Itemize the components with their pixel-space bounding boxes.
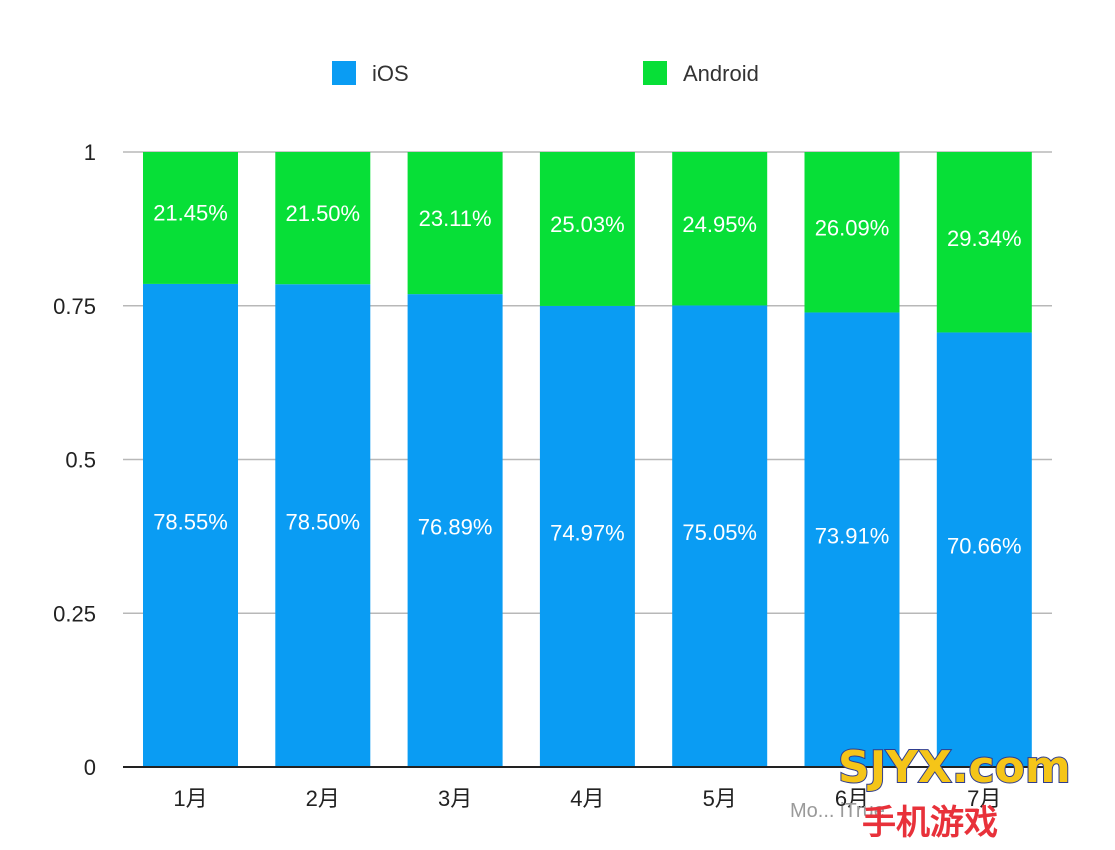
legend-label-android: Android bbox=[683, 61, 759, 86]
data-label-ios: 70.66% bbox=[947, 534, 1022, 559]
data-label-android: 25.03% bbox=[550, 212, 625, 237]
watermark-logo-top: SJYX.com bbox=[838, 742, 1071, 793]
legend-swatch-android bbox=[643, 61, 667, 85]
bar-ios-1 bbox=[143, 283, 238, 767]
bar-ios-6 bbox=[804, 312, 900, 767]
x-tick-label: 1月 bbox=[173, 786, 207, 811]
data-label-ios: 75.05% bbox=[682, 520, 757, 545]
x-tick-label: 7月 bbox=[967, 786, 1001, 811]
bar-ios-3 bbox=[407, 294, 503, 767]
y-tick-label: 0.75 bbox=[53, 294, 96, 319]
x-tick-label: 6月 bbox=[835, 786, 869, 811]
data-label-ios: 76.89% bbox=[418, 515, 493, 540]
x-tick-label: 3月 bbox=[438, 786, 472, 811]
bar-android-1 bbox=[143, 152, 238, 284]
bar-android-6 bbox=[804, 152, 900, 313]
bar-android-4 bbox=[539, 152, 635, 306]
y-tick-label: 0.25 bbox=[53, 601, 96, 626]
data-label-android: 24.95% bbox=[682, 212, 757, 237]
data-label-android: 21.45% bbox=[153, 201, 228, 226]
y-tick-label: 1 bbox=[84, 140, 96, 165]
y-tick-label: 0.5 bbox=[65, 448, 96, 473]
axes: 0 0.25 0.5 0.75 1 1月 2月 3月 4月 5月 6月 7月 bbox=[53, 140, 1052, 811]
data-labels: 78.55% 21.45% 78.50% 21.50% 76.89% 23.11% 74.9… bbox=[153, 201, 1021, 559]
legend-swatch-ios bbox=[332, 61, 356, 85]
x-tick-label: 5月 bbox=[703, 786, 737, 811]
bar-ios-7 bbox=[936, 332, 1032, 767]
x-tick-label: 2月 bbox=[306, 786, 340, 811]
bar-android-5 bbox=[672, 152, 768, 306]
bars bbox=[143, 152, 1032, 767]
data-label-ios: 78.55% bbox=[153, 509, 228, 534]
data-label-android: 23.11% bbox=[419, 206, 492, 231]
bar-ios-2 bbox=[275, 284, 371, 767]
bar-ios-5 bbox=[672, 305, 768, 767]
data-label-ios: 73.91% bbox=[815, 524, 890, 549]
data-label-ios: 78.50% bbox=[285, 510, 360, 535]
bar-android-7 bbox=[936, 152, 1032, 333]
data-label-android: 26.09% bbox=[815, 215, 890, 240]
bar-android-3 bbox=[407, 152, 503, 295]
y-tick-label: 0 bbox=[84, 755, 96, 780]
data-label-android: 29.34% bbox=[947, 226, 1022, 251]
watermark-logo-bottom: 手机游戏 bbox=[862, 803, 998, 843]
bar-android-2 bbox=[275, 152, 371, 285]
data-label-android: 21.50% bbox=[285, 201, 360, 226]
bar-ios-4 bbox=[539, 305, 635, 767]
watermark-logo: Mo... iTrue SJYX.com 手机游戏 bbox=[790, 741, 1072, 843]
legend: iOS Android bbox=[332, 61, 759, 86]
watermark-caption: Mo... iTrue bbox=[790, 800, 885, 822]
x-tick-label: 4月 bbox=[570, 786, 604, 811]
legend-label-ios: iOS bbox=[372, 61, 409, 86]
data-label-ios: 74.97% bbox=[550, 520, 625, 545]
